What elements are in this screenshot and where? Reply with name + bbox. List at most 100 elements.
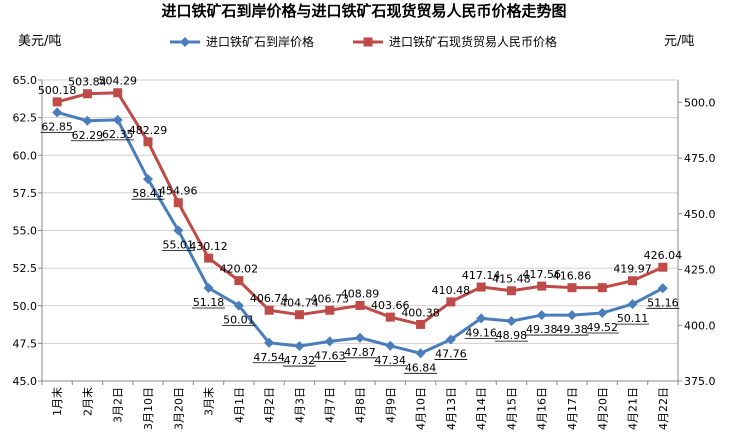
x-tick-label: 4月7日: [324, 387, 337, 423]
data-label-usd: 47.32: [284, 354, 316, 367]
data-point-square: [567, 283, 577, 293]
left-axis-unit: 美元/吨: [18, 34, 61, 49]
data-point-diamond: [627, 299, 638, 310]
data-point-diamond: [82, 115, 93, 126]
data-label-usd: 58.41: [132, 187, 164, 200]
data-point-diamond: [355, 332, 365, 343]
data-label-cny: 406.74: [250, 292, 289, 305]
data-label-usd: 47.76: [435, 347, 467, 360]
data-label-cny: 400.38: [401, 306, 440, 319]
right-tick-label: 400.0: [684, 319, 716, 332]
data-label-cny: 415.48: [492, 273, 531, 286]
data-point-square: [173, 198, 183, 208]
data-point-square: [82, 89, 92, 99]
data-point-square: [234, 276, 244, 286]
data-point-diamond: [415, 348, 426, 359]
data-label-usd: 49.38: [526, 323, 558, 336]
x-tick-label: 4月8日: [354, 387, 367, 423]
data-label-cny: 406.73: [310, 292, 349, 305]
data-label-cny: 482.29: [129, 124, 168, 137]
data-point-square: [506, 286, 516, 296]
data-label-usd: 49.16: [465, 326, 497, 339]
x-tick-label: 4月16日: [536, 387, 549, 430]
data-point-square: [355, 300, 365, 310]
left-tick-label: 60.0: [13, 149, 38, 162]
axes: 45.0 47.5 50.0 52.5 55.0 57.5 60.0 62.5 65.0 375.…: [13, 74, 716, 430]
data-label-cny: 410.48: [432, 284, 471, 297]
x-tick-label: 4月13日: [445, 387, 458, 430]
x-tick-label: 4月9日: [384, 387, 397, 423]
data-label-cny: 430.12: [189, 240, 228, 253]
data-point-diamond: [173, 225, 184, 236]
right-tick-label: 500.0: [684, 96, 716, 109]
legend-label-1: 进口铁矿石到岸价格: [206, 34, 314, 49]
right-axis-unit: 元/吨: [664, 34, 694, 49]
data-point-square: [597, 283, 607, 293]
data-point-diamond: [597, 307, 608, 318]
left-tick-label: 45.0: [13, 375, 38, 388]
x-tick-label: 3月20日: [172, 387, 185, 430]
data-label-cny: 426.04: [644, 249, 683, 262]
data-point-square: [143, 137, 153, 147]
data-label-usd: 55.01: [163, 238, 195, 251]
left-tick-label: 47.5: [13, 337, 38, 350]
x-tick-label: 4月17日: [566, 387, 579, 430]
data-label-usd: 50.11: [617, 312, 649, 325]
data-point-square: [294, 310, 304, 320]
x-tick-label: 2月末: [80, 387, 94, 416]
data-point-diamond: [203, 282, 214, 293]
data-label-usd: 62.85: [41, 120, 73, 133]
data-point-diamond: [112, 114, 123, 125]
data-point-square: [385, 312, 395, 322]
left-tick-label: 65.0: [13, 74, 38, 87]
data-label-cny: 404.74: [280, 297, 319, 310]
x-tick-label: 1月末: [50, 387, 64, 416]
data-label-cny: 417.56: [522, 268, 561, 281]
data-point-square: [476, 282, 486, 292]
data-point-square: [52, 97, 62, 107]
grid: [42, 79, 678, 344]
data-point-square: [264, 305, 274, 315]
data-point-diamond: [476, 313, 487, 324]
data-point-diamond: [264, 337, 275, 348]
right-tick-label: 425.0: [684, 264, 716, 277]
data-point-diamond: [385, 340, 396, 351]
left-tick-label: 50.0: [13, 300, 38, 313]
data-label-cny: 503.84: [68, 76, 107, 89]
data-point-diamond: [324, 336, 335, 347]
left-tick-label: 62.5: [13, 112, 38, 125]
data-point-diamond: [536, 310, 547, 321]
x-tick-label: 4月21日: [627, 387, 640, 430]
legend-marker-square: [363, 37, 373, 47]
data-label-cny: 454.96: [159, 185, 198, 198]
data-label-usd: 46.84: [405, 361, 437, 374]
legend: 进口铁矿石到岸价格 进口铁矿石现货贸易人民币价格: [170, 34, 557, 49]
data-label-usd: 50.01: [223, 314, 255, 327]
data-point-diamond: [567, 310, 577, 321]
data-label-usd: 47.87: [344, 346, 376, 359]
data-label-usd: 51.16: [647, 296, 679, 309]
data-label-cny: 403.66: [371, 299, 410, 312]
data-point-square: [113, 88, 123, 98]
x-tick-label: 4月15日: [505, 387, 518, 430]
chart-title: 进口铁矿石到岸价格与进口铁矿石现货贸易人民币价格走势图: [161, 2, 566, 20]
data-label-usd: 47.63: [314, 349, 346, 362]
x-tick-label: 4月14日: [475, 387, 488, 430]
data-point-square: [416, 319, 426, 329]
left-tick-label: 55.0: [13, 225, 38, 238]
data-label-usd: 51.18: [193, 296, 225, 309]
data-label-usd: 47.54: [253, 351, 285, 364]
data-label-usd: 49.52: [587, 321, 619, 334]
data-label-usd: 48.98: [496, 329, 528, 342]
data-point-diamond: [445, 334, 456, 345]
data-point-square: [446, 297, 456, 307]
left-tick-label: 57.5: [13, 187, 38, 200]
data-label-cny: 408.89: [341, 287, 380, 300]
data-point-square: [204, 253, 214, 263]
data-label-cny: 419.97: [613, 263, 652, 276]
data-point-square: [628, 276, 638, 286]
x-tick-label: 4月3日: [293, 387, 306, 423]
data-point-diamond: [143, 174, 153, 185]
